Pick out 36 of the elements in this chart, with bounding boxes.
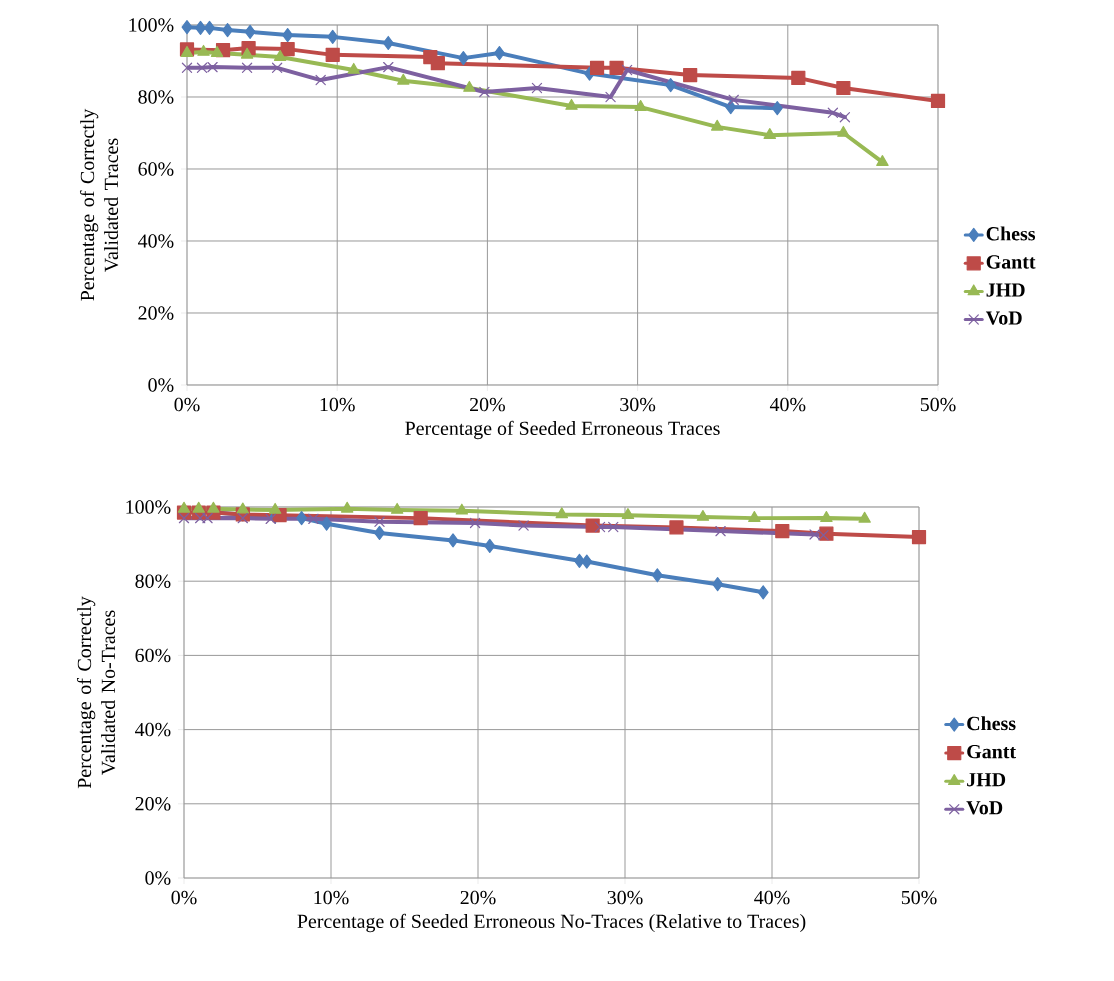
x-axis-title: Percentage of Seeded Erroneous No-Traces (Relative to Traces) [297,913,806,933]
y-axis-title: Percentage of Correctly Validated No-Traces [76,596,116,789]
x-tick-label: 10% [314,890,349,905]
y-tick-label: 100% [126,500,171,514]
x-tick-label: 30% [607,890,643,905]
y-tick-label: 0% [145,871,171,885]
y-tick-label: 60% [138,162,174,176]
y-tick-label: 80% [138,90,174,104]
legend-label: Gantt [967,744,1016,759]
x-tick-label: 40% [769,397,806,412]
x-tick-label: 10% [320,397,355,412]
x-axis-title: Percentage of Seeded Erroneous Traces [405,420,720,440]
x-tick-label: 20% [470,397,505,412]
legend-label: VoD [966,801,1003,815]
x-tick-label: 50% [920,397,956,412]
legend-label: Gantt [986,255,1036,269]
y-tick-label: 40% [138,234,174,248]
x-tick-label: 30% [620,397,656,412]
y-tick-label: 0% [148,378,174,392]
x-tick-label: 0% [171,890,197,905]
legend-label: Chess [967,716,1016,731]
y-tick-label: 20% [138,306,174,320]
y-tick-label: 40% [135,722,171,737]
legend-label: JHD [986,283,1025,297]
legend-label: Chess [986,226,1036,241]
legend-label: VoD [985,311,1022,325]
legend-label: JHD [967,773,1006,787]
y-tick-label: 20% [135,797,171,811]
y-axis-title: Percentage of Correctly Validated Traces [79,108,119,301]
x-tick-label: 20% [460,890,496,905]
y-tick-label: 60% [135,648,171,663]
y-tick-label: 100% [129,18,174,32]
y-tick-label: 80% [135,574,171,588]
x-tick-label: 40% [754,890,790,905]
x-tick-label: 0% [174,397,200,412]
x-tick-label: 50% [901,890,937,905]
